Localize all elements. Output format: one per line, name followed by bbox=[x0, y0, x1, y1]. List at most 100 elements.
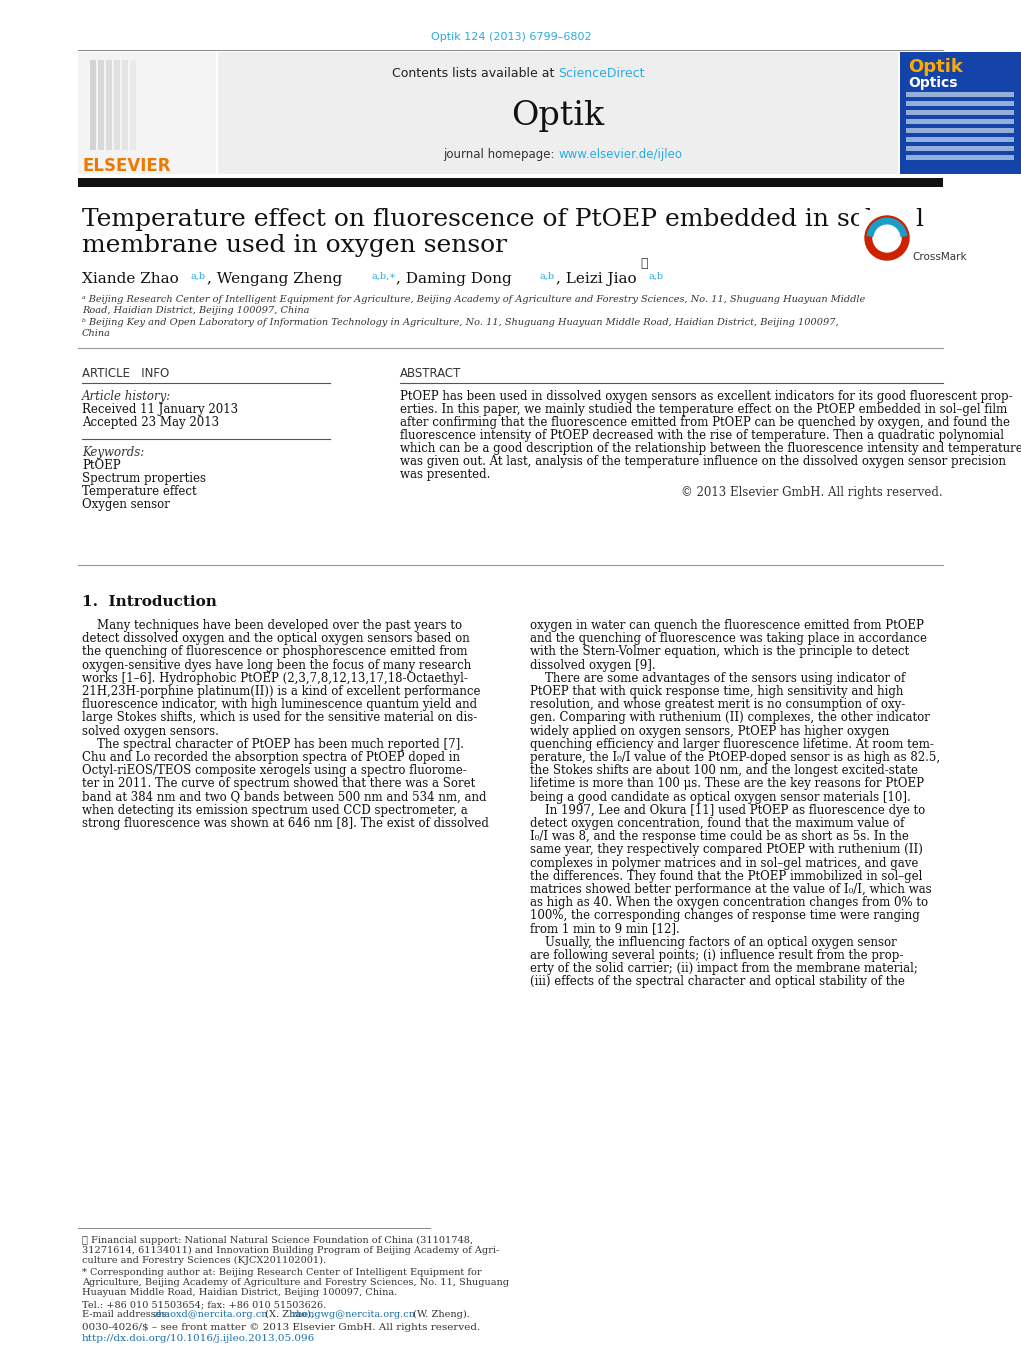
Text: 31271614, 61134011) and Innovation Building Program of Beijing Academy of Agri-: 31271614, 61134011) and Innovation Build… bbox=[82, 1246, 499, 1255]
Text: Xiande Zhao: Xiande Zhao bbox=[82, 272, 179, 286]
Text: Received 11 January 2013: Received 11 January 2013 bbox=[82, 403, 238, 416]
Text: Temperature effect: Temperature effect bbox=[82, 485, 197, 499]
Bar bbox=[906, 146, 1014, 151]
Bar bbox=[906, 119, 1014, 124]
Text: 0030-4026/$ – see front matter © 2013 Elsevier GmbH. All rights reserved.: 0030-4026/$ – see front matter © 2013 El… bbox=[82, 1323, 480, 1332]
Bar bbox=[906, 136, 1014, 142]
Text: China: China bbox=[82, 330, 111, 338]
Text: ᵃ Beijing Research Center of Intelligent Equipment for Agriculture, Beijing Acad: ᵃ Beijing Research Center of Intelligent… bbox=[82, 295, 865, 304]
Text: culture and Forestry Sciences (KJCX201102001).: culture and Forestry Sciences (KJCX20110… bbox=[82, 1256, 326, 1265]
Text: the differences. They found that the PtOEP immobilized in sol–gel: the differences. They found that the PtO… bbox=[530, 870, 922, 882]
Text: Optics: Optics bbox=[908, 76, 958, 91]
Text: strong fluorescence was shown at 646 nm [8]. The exist of dissolved: strong fluorescence was shown at 646 nm … bbox=[82, 817, 489, 830]
Text: © 2013 Elsevier GmbH. All rights reserved.: © 2013 Elsevier GmbH. All rights reserve… bbox=[681, 486, 943, 499]
Text: perature, the I₀/I value of the PtOEP-doped sensor is as high as 82.5,: perature, the I₀/I value of the PtOEP-do… bbox=[530, 751, 940, 765]
Text: PtOEP has been used in dissolved oxygen sensors as excellent indicators for its : PtOEP has been used in dissolved oxygen … bbox=[400, 390, 1013, 403]
Text: zhengwg@nercita.org.cn: zhengwg@nercita.org.cn bbox=[292, 1310, 416, 1319]
Text: Chu and Lo recorded the absorption spectra of PtOEP doped in: Chu and Lo recorded the absorption spect… bbox=[82, 751, 460, 765]
Text: , Leizi Jiao: , Leizi Jiao bbox=[556, 272, 637, 286]
Bar bbox=[114, 59, 120, 150]
Text: when detecting its emission spectrum used CCD spectrometer, a: when detecting its emission spectrum use… bbox=[82, 804, 468, 817]
Text: Optik: Optik bbox=[512, 100, 604, 132]
Text: oxygen in water can quench the fluorescence emitted from PtOEP: oxygen in water can quench the fluoresce… bbox=[530, 619, 924, 632]
Text: matrices showed better performance at the value of I₀/I, which was: matrices showed better performance at th… bbox=[530, 884, 931, 896]
Text: , Wengang Zheng: , Wengang Zheng bbox=[207, 272, 342, 286]
Text: ⋆: ⋆ bbox=[640, 257, 647, 270]
Bar bbox=[78, 51, 216, 174]
Text: as high as 40. When the oxygen concentration changes from 0% to: as high as 40. When the oxygen concentra… bbox=[530, 896, 928, 909]
Text: resolution, and whose greatest merit is no consumption of oxy-: resolution, and whose greatest merit is … bbox=[530, 698, 906, 711]
Text: CrossMark: CrossMark bbox=[912, 253, 967, 262]
Text: Keywords:: Keywords: bbox=[82, 446, 144, 459]
Text: erty of the solid carrier; (ii) impact from the membrane material;: erty of the solid carrier; (ii) impact f… bbox=[530, 962, 918, 975]
Bar bbox=[78, 178, 943, 186]
Bar bbox=[106, 59, 112, 150]
Text: detect oxygen concentration, found that the maximum value of: detect oxygen concentration, found that … bbox=[530, 817, 905, 830]
Text: oxygen-sensitive dyes have long been the focus of many research: oxygen-sensitive dyes have long been the… bbox=[82, 658, 472, 671]
Bar bbox=[906, 155, 1014, 159]
Bar bbox=[98, 59, 104, 150]
Bar bbox=[90, 59, 96, 150]
Text: and the quenching of fluorescence was taking place in accordance: and the quenching of fluorescence was ta… bbox=[530, 632, 927, 646]
Bar bbox=[859, 209, 915, 266]
Text: ter in 2011. The curve of spectrum showed that there was a Soret: ter in 2011. The curve of spectrum showe… bbox=[82, 777, 475, 790]
Text: ABSTRACT: ABSTRACT bbox=[400, 367, 461, 380]
Text: membrane used in oxygen sensor: membrane used in oxygen sensor bbox=[82, 234, 507, 257]
Bar bbox=[218, 51, 898, 174]
Text: large Stokes shifts, which is used for the sensitive material on dis-: large Stokes shifts, which is used for t… bbox=[82, 712, 477, 724]
Text: zhaoxd@nercita.org.cn: zhaoxd@nercita.org.cn bbox=[154, 1310, 269, 1319]
Text: lifetime is more than 100 μs. These are the key reasons for PtOEP: lifetime is more than 100 μs. These are … bbox=[530, 777, 924, 790]
Text: Usually, the influencing factors of an optical oxygen sensor: Usually, the influencing factors of an o… bbox=[530, 936, 896, 948]
Text: dissolved oxygen [9].: dissolved oxygen [9]. bbox=[530, 658, 655, 671]
Text: are following several points; (i) influence result from the prop-: are following several points; (i) influe… bbox=[530, 948, 904, 962]
Text: In 1997, Lee and Okura [11] used PtOEP as fluorescence dye to: In 1997, Lee and Okura [11] used PtOEP a… bbox=[530, 804, 925, 817]
Text: after confirming that the fluorescence emitted from PtOEP can be quenched by oxy: after confirming that the fluorescence e… bbox=[400, 416, 1010, 430]
Bar bbox=[900, 51, 1021, 174]
Text: Tel.: +86 010 51503654; fax: +86 010 51503626.: Tel.: +86 010 51503654; fax: +86 010 515… bbox=[82, 1300, 327, 1309]
Bar bbox=[121, 59, 128, 150]
Text: the Stokes shifts are about 100 nm, and the longest excited-state: the Stokes shifts are about 100 nm, and … bbox=[530, 765, 918, 777]
Text: fluorescence indicator, with high luminescence quantum yield and: fluorescence indicator, with high lumine… bbox=[82, 698, 477, 711]
Text: fluorescence intensity of PtOEP decreased with the rise of temperature. Then a q: fluorescence intensity of PtOEP decrease… bbox=[400, 430, 1004, 442]
Text: 100%, the corresponding changes of response time were ranging: 100%, the corresponding changes of respo… bbox=[530, 909, 920, 923]
Text: (W. Zheng).: (W. Zheng). bbox=[410, 1310, 470, 1319]
Text: a,b: a,b bbox=[539, 272, 554, 281]
Text: works [1–6]. Hydrophobic PtOEP (2,3,7,8,12,13,17,18-Octaethyl-: works [1–6]. Hydrophobic PtOEP (2,3,7,8,… bbox=[82, 671, 468, 685]
Text: Huayuan Middle Road, Haidian District, Beijing 100097, China.: Huayuan Middle Road, Haidian District, B… bbox=[82, 1288, 397, 1297]
Text: with the Stern-Volmer equation, which is the principle to detect: with the Stern-Volmer equation, which is… bbox=[530, 646, 909, 658]
Text: 21H,23H-porphine platinum(II)) is a kind of excellent performance: 21H,23H-porphine platinum(II)) is a kind… bbox=[82, 685, 481, 698]
Text: Contents lists available at: Contents lists available at bbox=[392, 68, 558, 80]
Text: complexes in polymer matrices and in sol–gel matrices, and gave: complexes in polymer matrices and in sol… bbox=[530, 857, 918, 870]
Text: same year, they respectively compared PtOEP with ruthenium (II): same year, they respectively compared Pt… bbox=[530, 843, 923, 857]
Text: Road, Haidian District, Beijing 100097, China: Road, Haidian District, Beijing 100097, … bbox=[82, 305, 309, 315]
Text: was given out. At last, analysis of the temperature influence on the dissolved o: was given out. At last, analysis of the … bbox=[400, 455, 1006, 467]
Text: widely applied on oxygen sensors, PtOEP has higher oxygen: widely applied on oxygen sensors, PtOEP … bbox=[530, 724, 889, 738]
Text: was presented.: was presented. bbox=[400, 467, 490, 481]
Text: * Corresponding author at: Beijing Research Center of Intelligent Equipment for: * Corresponding author at: Beijing Resea… bbox=[82, 1269, 482, 1277]
Text: quenching efficiency and larger fluorescence lifetime. At room tem-: quenching efficiency and larger fluoresc… bbox=[530, 738, 934, 751]
Text: ARTICLE   INFO: ARTICLE INFO bbox=[82, 367, 169, 380]
Text: ELSEVIER: ELSEVIER bbox=[82, 157, 171, 176]
Text: Spectrum properties: Spectrum properties bbox=[82, 471, 206, 485]
Text: erties. In this paper, we mainly studied the temperature effect on the PtOEP emb: erties. In this paper, we mainly studied… bbox=[400, 403, 1008, 416]
Text: I₀/I was 8, and the response time could be as short as 5s. In the: I₀/I was 8, and the response time could … bbox=[530, 831, 909, 843]
Bar bbox=[130, 59, 136, 150]
Text: There are some advantages of the sensors using indicator of: There are some advantages of the sensors… bbox=[530, 671, 906, 685]
Bar bbox=[906, 101, 1014, 105]
Text: (iii) effects of the spectral character and optical stability of the: (iii) effects of the spectral character … bbox=[530, 975, 905, 989]
Text: ⋆ Financial support: National Natural Science Foundation of China (31101748,: ⋆ Financial support: National Natural Sc… bbox=[82, 1236, 473, 1246]
Circle shape bbox=[873, 224, 901, 253]
Circle shape bbox=[865, 216, 909, 259]
Text: , Daming Dong: , Daming Dong bbox=[396, 272, 512, 286]
Text: being a good candidate as optical oxygen sensor materials [10].: being a good candidate as optical oxygen… bbox=[530, 790, 911, 804]
Text: http://dx.doi.org/10.1016/j.ijleo.2013.05.096: http://dx.doi.org/10.1016/j.ijleo.2013.0… bbox=[82, 1333, 315, 1343]
Text: a,b,∗: a,b,∗ bbox=[371, 272, 396, 281]
Text: detect dissolved oxygen and the optical oxygen sensors based on: detect dissolved oxygen and the optical … bbox=[82, 632, 470, 646]
Text: Accepted 23 May 2013: Accepted 23 May 2013 bbox=[82, 416, 220, 430]
Text: PtOEP: PtOEP bbox=[82, 459, 120, 471]
Text: Article history:: Article history: bbox=[82, 390, 172, 403]
Text: Temperature effect on fluorescence of PtOEP embedded in sol–gel: Temperature effect on fluorescence of Pt… bbox=[82, 208, 924, 231]
Bar bbox=[906, 92, 1014, 97]
Text: from 1 min to 9 min [12].: from 1 min to 9 min [12]. bbox=[530, 923, 680, 936]
Text: 1.  Introduction: 1. Introduction bbox=[82, 594, 216, 609]
